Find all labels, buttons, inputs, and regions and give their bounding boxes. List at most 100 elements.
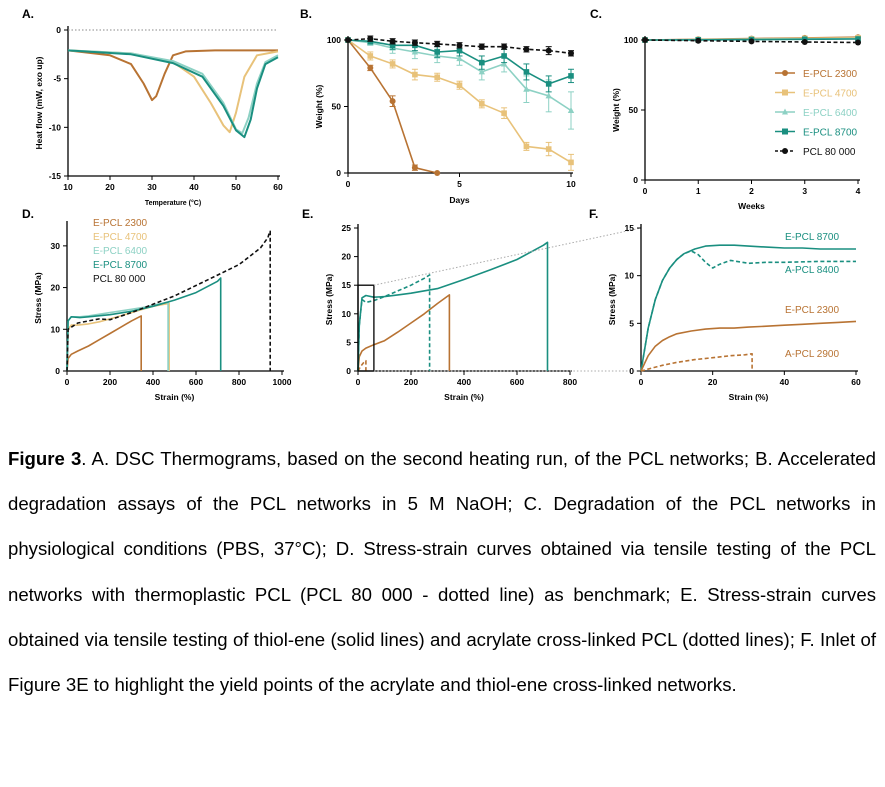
panel-b-data-point (568, 50, 574, 57)
panel-b-data-point (545, 81, 552, 87)
panel-c-legend-marker (782, 108, 788, 115)
panel-f-x-axis-title: Strain (%) (729, 392, 769, 402)
panel-c-legend-entry: E-PCL 6400 (803, 108, 858, 119)
panel-a-x-tick-label: 40 (189, 182, 199, 192)
panel-f-y-tick-label: 5 (629, 318, 634, 328)
caption-text: . A. DSC Thermograms, based on the secon… (8, 448, 876, 696)
panel-b-label: B. (300, 7, 312, 21)
panel-e-zoom-box (357, 284, 375, 372)
panel-b-data-point (367, 53, 374, 59)
panel-c-data-point (855, 36, 861, 42)
panel-b-y-tick-label: 0 (336, 168, 341, 178)
panel-b-data-point (568, 159, 574, 166)
panel-a-x-axis-title: Temperature (°C) (145, 199, 201, 207)
panel-f-y-tick-label: 10 (625, 271, 635, 281)
panel-d-y-tick-label: 30 (51, 241, 61, 251)
panel-c-x-tick-label: 1 (696, 186, 701, 196)
panel-e-y-tick-label: 15 (342, 280, 352, 290)
panel-b-data-point (434, 40, 441, 47)
panel-b-data-point (479, 101, 485, 107)
panel-e-x-tick-label: 400 (457, 377, 471, 387)
panel-e-x-tick-label: 200 (404, 377, 418, 387)
panel-c-y-axis-title: Weight (%) (611, 88, 621, 132)
panel-b-data-point (389, 61, 396, 67)
panel-a-x-tick-label: 20 (105, 182, 115, 192)
panel-d-y-tick-label: 10 (51, 324, 61, 334)
panel-b-data-point (545, 146, 552, 152)
figure-caption: Figure 3. A. DSC Thermograms, based on t… (8, 436, 876, 707)
panel-f-series-e-pcl-8700 (640, 244, 856, 372)
panel-c-legend-marker (782, 89, 788, 96)
panel-e-label: E. (302, 207, 313, 221)
panel-b-y-tick-label: 100 (327, 35, 341, 45)
panel-b-data-point (367, 64, 374, 71)
panel-d-x-tick-label: 1000 (273, 377, 292, 387)
panel-c-x-tick-label: 4 (856, 186, 861, 196)
panel-f-x-tick-label: 0 (639, 377, 644, 387)
panel-a-x-tick-label: 50 (231, 182, 241, 192)
panel-c-y-tick-label: 100 (624, 35, 638, 45)
panel-b-data-point (434, 49, 440, 55)
panel-b-data-point (478, 68, 485, 75)
panel-b-data-point (389, 38, 396, 45)
panel-b-data-point (434, 170, 441, 176)
panel-f-curve-label: E-PCL 8700 (785, 232, 840, 243)
panel-f-curve-label: A-PCL 2900 (785, 349, 840, 360)
panel-b-data-point (523, 85, 530, 92)
panel-b-data-point (501, 53, 507, 59)
panel-b-data-point (389, 42, 396, 49)
panel-d-legend-entry: E-PCL 8700 (93, 260, 148, 271)
panel-a-x-tick-label: 10 (63, 182, 73, 192)
panel-e-y-tick-label: 25 (342, 223, 352, 233)
panel-b-data-point (501, 110, 507, 116)
panel-b-data-point (389, 98, 396, 105)
panel-f-curve-label: E-PCL 2300 (785, 305, 840, 316)
panel-d-x-tick-label: 200 (103, 377, 117, 387)
panel-b-data-point (434, 74, 440, 81)
panel-b-data-point (500, 60, 508, 67)
panel-c-legend-entry: PCL 80 000 (803, 147, 856, 158)
panel-e-zoom-connector (373, 227, 642, 286)
panel-b-data-point (523, 143, 530, 150)
panel-f-x-tick-label: 40 (780, 377, 790, 387)
panel-b-data-point (411, 164, 418, 171)
panel-c-data-point (695, 37, 702, 44)
panel-e-x-tick-label: 0 (356, 377, 361, 387)
panel-a-series-e2300 (67, 49, 278, 102)
panel-a-label: A. (22, 7, 34, 21)
panel-d-series-e2300 (66, 315, 142, 372)
panel-a-y-tick-label: 0 (56, 25, 61, 35)
panel-b-x-tick-label: 5 (457, 179, 462, 189)
panel-c-x-tick-label: 0 (643, 186, 648, 196)
panel-d-x-axis-title: Strain (%) (155, 392, 195, 402)
panel-c-data-point (855, 39, 861, 46)
panel-f-y-axis-title: Stress (MPa) (607, 274, 617, 326)
panel-c-legend-entry: E-PCL 8700 (803, 128, 858, 139)
panel-b-x-axis-title: Days (449, 195, 470, 205)
panel-e-y-tick-label: 5 (346, 337, 351, 347)
panel-c-legend-marker (782, 148, 788, 154)
panel-a-y-tick-label: -5 (53, 74, 61, 84)
panel-a-x-tick-label: 30 (147, 182, 157, 192)
panel-c-label: C. (590, 7, 602, 21)
panel-d-x-tick-label: 0 (65, 377, 70, 387)
panel-f-x-tick-label: 20 (708, 377, 718, 387)
panel-f-y-tick-label: 15 (625, 223, 635, 233)
panel-a-x-tick-label: 60 (273, 182, 283, 192)
panel-b-y-tick-label: 50 (332, 102, 342, 112)
panel-b-data-point (567, 106, 575, 113)
panel-d-x-tick-label: 600 (189, 377, 203, 387)
panel-b-data-point (568, 73, 574, 79)
panel-e-y-tick-label: 10 (342, 309, 352, 319)
panel-f-label: F. (589, 207, 598, 221)
caption-label: Figure 3 (8, 448, 82, 469)
panel-a-series-e8700 (67, 49, 279, 139)
panel-f-curve-label: A-PCL 8400 (785, 265, 840, 276)
panel-a-y-tick-label: -15 (49, 171, 62, 181)
panel-d-x-tick-label: 400 (146, 377, 160, 387)
panel-e-series-e2300 (357, 294, 451, 372)
panel-b-data-point (523, 46, 530, 53)
panel-c-data-point (748, 38, 755, 45)
panel-b-data-point (411, 48, 419, 55)
